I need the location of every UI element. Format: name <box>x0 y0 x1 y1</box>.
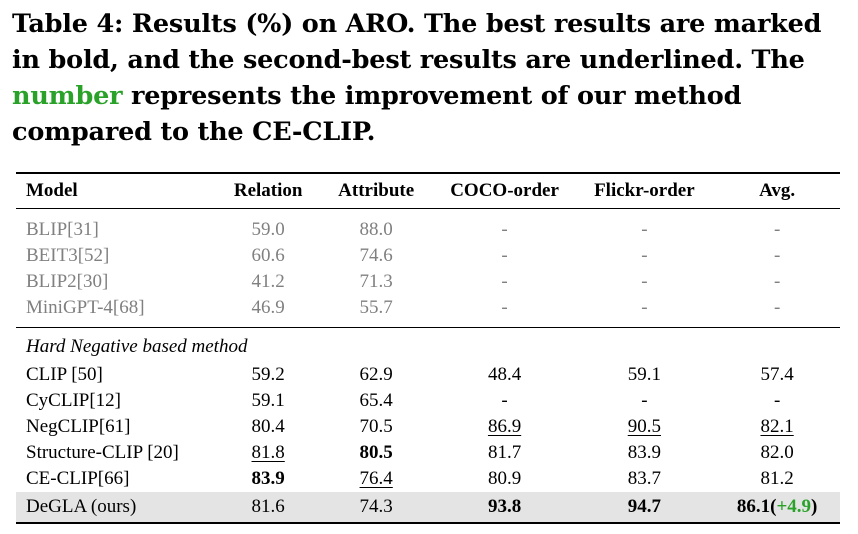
header-coco-order: COCO-order <box>434 173 575 209</box>
cell-coco: 48.4 <box>487 364 522 385</box>
table-row: BLIP[31] 59.0 88.0 - - - <box>16 209 840 244</box>
cell-model: NegCLIP[61] <box>26 416 131 437</box>
cell-coco: - <box>501 297 508 318</box>
second-best-value: 86.9 <box>487 416 522 437</box>
table-row: CLIP [50] 59.2 62.9 48.4 59.1 57.4 <box>16 362 840 388</box>
cell-relation: 41.2 <box>251 271 285 292</box>
cell-attribute: 88.0 <box>359 219 393 240</box>
second-best-value: 82.1 <box>760 416 794 437</box>
cell-attribute: 71.3 <box>359 271 393 292</box>
best-value: 83.9 <box>251 468 285 489</box>
cell-relation: 80.4 <box>251 416 285 437</box>
cell-relation: 83.9 <box>219 466 318 492</box>
cell-flickr: 83.7 <box>627 468 661 489</box>
gain-paren-open: ( <box>770 496 777 517</box>
caption-highlight: number <box>12 81 123 111</box>
header-avg: Avg. <box>714 173 840 209</box>
cell-relation: 46.9 <box>251 297 285 318</box>
cell-avg: - <box>773 390 781 411</box>
cell-attribute: 74.3 <box>317 492 435 524</box>
cell-attribute: 76.4 <box>318 466 435 492</box>
cell-flickr: - <box>641 271 648 292</box>
cell-avg: 81.2 <box>760 468 794 489</box>
table-row: BEIT3[52] 60.6 74.6 - - - <box>16 243 840 269</box>
results-table: Model Relation Attribute COCO-order Flic… <box>16 172 840 524</box>
cell-model: Structure-CLIP [20] <box>26 442 179 463</box>
cell-flickr: 59.1 <box>627 364 661 385</box>
table-row-ours: DeGLA (ours) 81.6 74.3 93.8 94.7 86.1(+4… <box>16 492 840 524</box>
section-label: Hard Negative based method <box>16 327 840 362</box>
cell-flickr: 90.5 <box>575 414 715 440</box>
cell-model: CLIP [50] <box>26 364 103 385</box>
cell-relation: 59.1 <box>251 390 285 411</box>
cell-model: CyCLIP[12] <box>26 390 121 411</box>
header-row: Model Relation Attribute COCO-order Flic… <box>16 173 840 209</box>
cell-model: BEIT3[52] <box>26 245 110 266</box>
cell-avg: - <box>773 271 781 292</box>
cell-coco: - <box>501 390 508 411</box>
best-value: 94.7 <box>627 496 661 517</box>
cell-flickr: - <box>641 297 648 318</box>
cell-flickr: - <box>641 219 648 240</box>
cell-flickr: - <box>641 245 648 266</box>
table-row: NegCLIP[61] 80.4 70.5 86.9 90.5 82.1 <box>16 414 840 440</box>
header-relation: Relation <box>218 173 318 209</box>
cell-relation: 59.2 <box>251 364 285 385</box>
cell-relation: 60.6 <box>251 245 285 266</box>
table-row: BLIP2[30] 41.2 71.3 - - - <box>16 269 840 295</box>
cell-attribute: 62.9 <box>359 364 393 385</box>
cell-avg: 86.1(+4.9) <box>714 492 840 524</box>
cell-avg: 82.0 <box>760 442 794 463</box>
gain-paren-close: ) <box>811 496 818 517</box>
table-row: MiniGPT-4[68] 46.9 55.7 - - - <box>16 295 840 328</box>
cell-avg: 82.1 <box>714 414 840 440</box>
cell-model: MiniGPT-4[68] <box>26 297 145 318</box>
cell-flickr: 83.9 <box>627 442 661 463</box>
cell-coco: 80.9 <box>487 468 522 489</box>
table-caption: Table 4: Results (%) on ARO. The best re… <box>12 6 848 150</box>
cell-avg: 57.4 <box>760 364 794 385</box>
cell-avg: - <box>773 219 781 240</box>
header-flickr-order: Flickr-order <box>574 173 715 209</box>
cell-model: BLIP[31] <box>26 219 99 240</box>
cell-flickr: 94.7 <box>574 492 715 524</box>
improvement-value: +4.9 <box>776 496 812 517</box>
header-attribute: Attribute <box>317 173 435 209</box>
cell-model: CE-CLIP[66] <box>26 468 130 489</box>
best-value: 93.8 <box>487 496 522 517</box>
cell-attribute: 80.5 <box>318 440 435 466</box>
best-value: 86.1 <box>736 496 771 517</box>
cell-model: BLIP2[30] <box>26 271 109 292</box>
second-best-value: 90.5 <box>627 416 661 437</box>
cell-coco: - <box>501 245 508 266</box>
cell-coco: 86.9 <box>435 414 575 440</box>
cell-coco: - <box>501 219 508 240</box>
cell-relation: 81.6 <box>218 492 318 524</box>
cell-relation: 59.0 <box>251 219 285 240</box>
table-row: CyCLIP[12] 59.1 65.4 - - - <box>16 388 840 414</box>
cell-attribute: 55.7 <box>359 297 393 318</box>
section-label-row: Hard Negative based method <box>16 327 840 362</box>
caption-text-2: represents the improvement of our method… <box>12 81 742 147</box>
cell-attribute: 70.5 <box>359 416 393 437</box>
cell-model: DeGLA (ours) <box>16 492 219 524</box>
header-model: Model <box>16 173 219 209</box>
cell-coco: - <box>501 271 508 292</box>
cell-coco: 93.8 <box>434 492 575 524</box>
table-row: Structure-CLIP [20] 81.8 80.5 81.7 83.9 … <box>16 440 840 466</box>
cell-coco: 81.7 <box>487 442 522 463</box>
second-best-value: 76.4 <box>359 468 393 489</box>
caption-text-1: Table 4: Results (%) on ARO. The best re… <box>12 9 822 75</box>
cell-attribute: 65.4 <box>359 390 393 411</box>
second-best-value: 81.8 <box>251 442 285 463</box>
best-value: 80.5 <box>359 442 393 463</box>
cell-attribute: 74.6 <box>359 245 393 266</box>
cell-flickr: - <box>641 390 648 411</box>
cell-avg: - <box>773 297 781 318</box>
table-row: CE-CLIP[66] 83.9 76.4 80.9 83.7 81.2 <box>16 466 840 492</box>
cell-avg: - <box>773 245 781 266</box>
cell-relation: 81.8 <box>219 440 318 466</box>
